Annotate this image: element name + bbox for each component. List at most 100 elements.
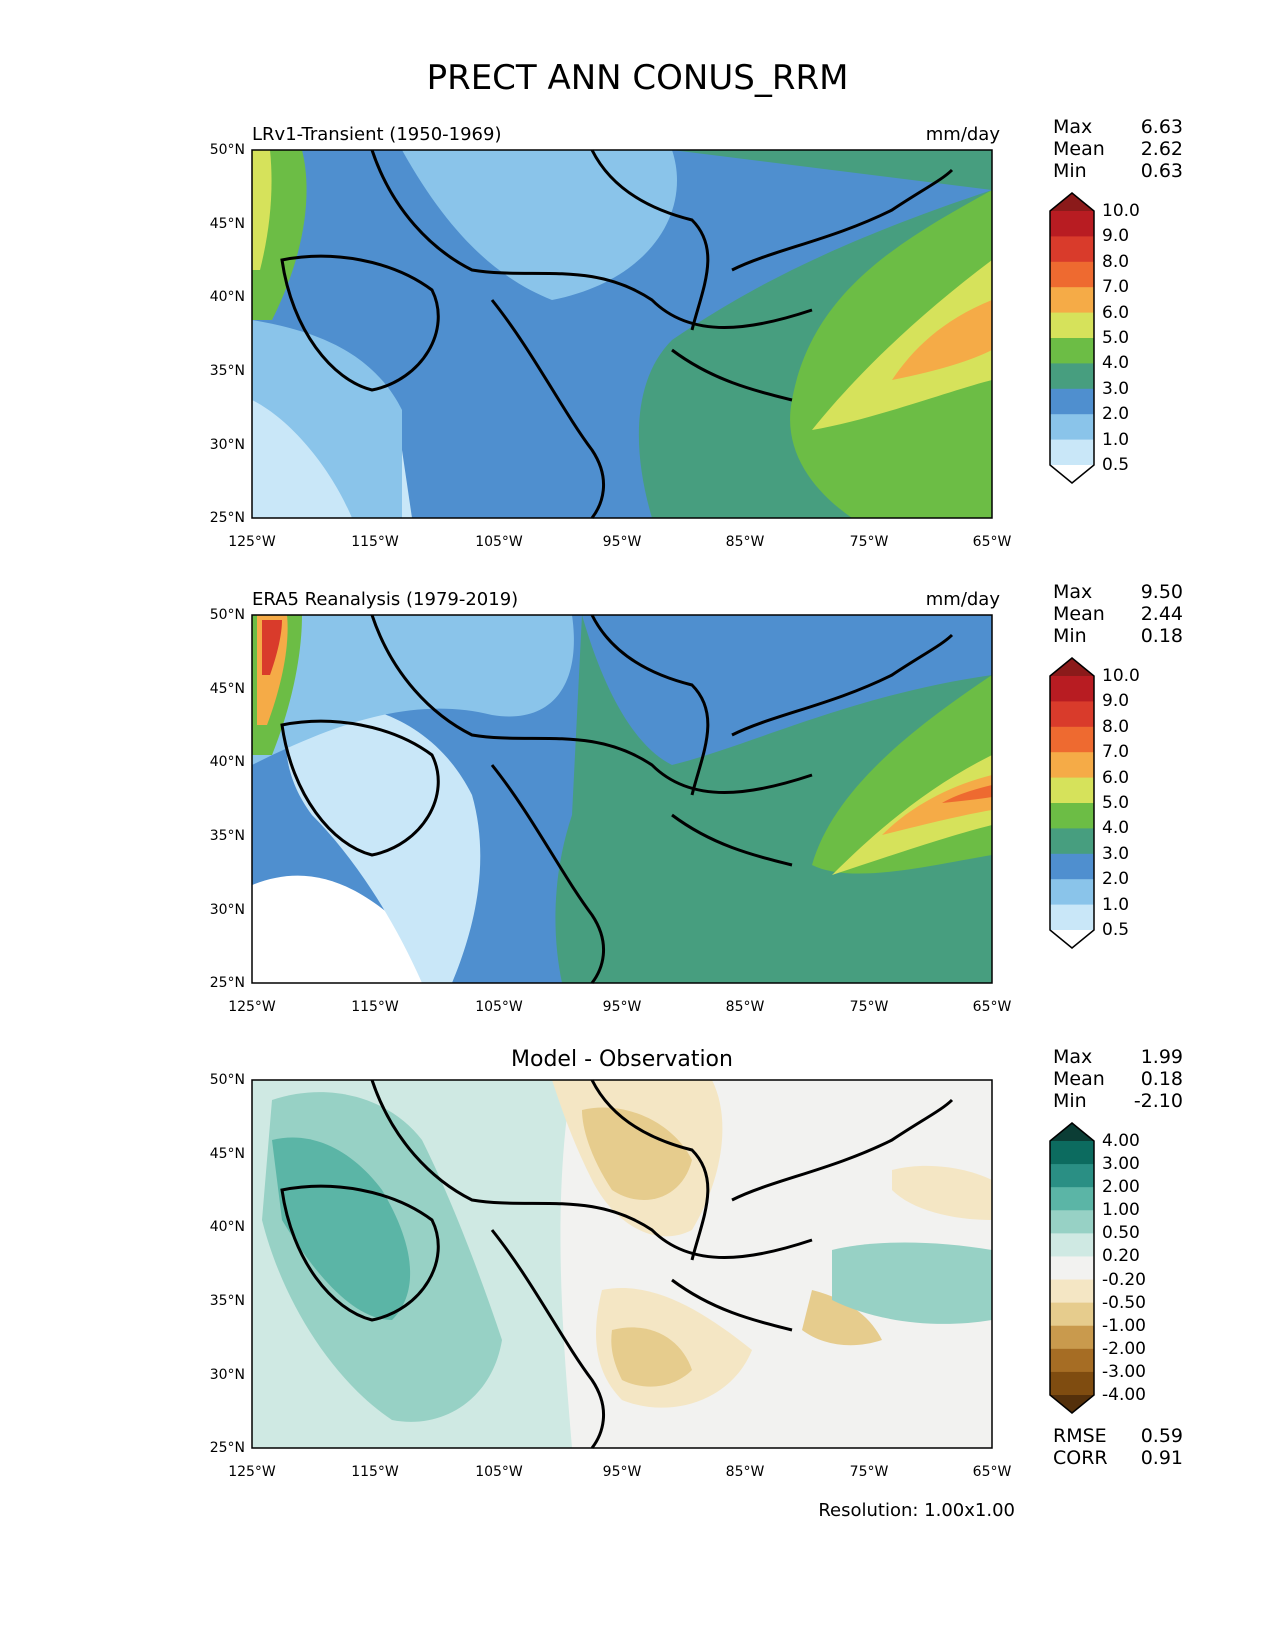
colorbar-segment bbox=[1050, 1348, 1094, 1373]
colorbar-segment bbox=[1050, 1141, 1094, 1165]
colorbar-outline bbox=[1049, 657, 1095, 949]
colorbar-segment bbox=[1050, 1123, 1094, 1141]
colorbar-segment bbox=[1050, 879, 1094, 906]
lat-tick: 50°N bbox=[209, 1072, 245, 1088]
lon-tick: 85°W bbox=[725, 534, 765, 550]
stat-max: 6.63 bbox=[1140, 116, 1183, 138]
resolution-label: Resolution: 1.00x1.00 bbox=[818, 1500, 1015, 1521]
colorbar-segment bbox=[1050, 1210, 1094, 1234]
colorbar-segment bbox=[1050, 930, 1094, 948]
precip-map bbox=[251, 614, 993, 984]
stat-max: 1.99 bbox=[1140, 1046, 1183, 1068]
colorbar-segment bbox=[1050, 853, 1094, 880]
score-label: CORR bbox=[1053, 1447, 1108, 1469]
lat-tick: 25°N bbox=[209, 975, 245, 991]
colorbar-segment bbox=[1050, 1164, 1094, 1188]
colorbar-segment bbox=[1050, 287, 1094, 314]
colorbar-segment bbox=[1050, 1302, 1094, 1327]
lon-tick: 65°W bbox=[972, 534, 1012, 550]
colorbar-tick-label: 2.00 bbox=[1102, 1177, 1140, 1198]
colorbar bbox=[1049, 1122, 1095, 1414]
lon-tick: 105°W bbox=[475, 534, 523, 550]
colorbar-tick-label: 9.0 bbox=[1102, 226, 1130, 247]
colorbar-segment bbox=[1050, 1233, 1094, 1257]
colorbar-segment bbox=[1050, 777, 1094, 804]
panel-title: Model - Observation bbox=[511, 1047, 733, 1072]
lon-tick: 85°W bbox=[725, 999, 765, 1015]
stat-label: Min bbox=[1053, 625, 1087, 647]
colorbar-tick-label: 3.0 bbox=[1102, 378, 1130, 399]
figure-title: PRECT ANN CONUS_RRM bbox=[426, 58, 849, 98]
scores-box: RMSE 0.59 CORR 0.91 bbox=[1053, 1425, 1183, 1469]
colorbar-segment bbox=[1050, 752, 1094, 779]
colorbar bbox=[1049, 657, 1095, 949]
colorbar-tick-label: 7.0 bbox=[1102, 742, 1130, 763]
colorbar-tick-label: 4.00 bbox=[1102, 1131, 1140, 1151]
lat-tick: 35°N bbox=[209, 363, 245, 379]
colorbar-tick-label: -1.00 bbox=[1102, 1315, 1146, 1336]
colorbar-segment bbox=[1050, 1187, 1094, 1211]
lon-tick: 75°W bbox=[849, 999, 889, 1015]
colorbar-tick-label: 0.5 bbox=[1102, 920, 1130, 940]
colorbar-tick-label: 4.0 bbox=[1102, 818, 1130, 839]
stat-mean: 2.62 bbox=[1140, 138, 1183, 160]
colorbar-segment bbox=[1050, 193, 1094, 211]
lat-tick: 35°N bbox=[209, 1293, 245, 1309]
colorbar-segment bbox=[1050, 676, 1094, 702]
lon-tick: 105°W bbox=[475, 999, 523, 1015]
lon-tick: 105°W bbox=[475, 1464, 523, 1480]
colorbar-segment bbox=[1050, 211, 1094, 237]
colorbar-tick-label: -3.00 bbox=[1102, 1361, 1146, 1382]
colorbar-tick-label: 1.0 bbox=[1102, 429, 1130, 450]
colorbar-segment bbox=[1050, 1395, 1094, 1413]
stat-max: 9.50 bbox=[1140, 581, 1183, 603]
colorbar-segment bbox=[1050, 414, 1094, 441]
lat-tick: 45°N bbox=[209, 216, 245, 232]
difference-map bbox=[251, 1079, 993, 1449]
stat-min: -2.10 bbox=[1133, 1090, 1183, 1112]
stat-label: Max bbox=[1053, 581, 1093, 603]
colorbar-segment bbox=[1050, 439, 1094, 466]
colorbar-segment bbox=[1050, 658, 1094, 676]
units-label: mm/day bbox=[925, 589, 1000, 610]
colorbar-segment bbox=[1050, 803, 1094, 829]
colorbar-tick-label: 6.0 bbox=[1102, 302, 1130, 323]
lon-tick: 95°W bbox=[602, 999, 642, 1015]
lon-tick: 65°W bbox=[972, 999, 1012, 1015]
lat-tick: 30°N bbox=[209, 437, 245, 453]
colorbar-tick-label: 10.0 bbox=[1102, 201, 1140, 221]
panel-observation: ERA5 Reanalysis (1979-2019) mm/day 50°N … bbox=[0, 465, 1275, 1015]
score-label: RMSE bbox=[1053, 1425, 1107, 1447]
colorbar-tick-label: 6.0 bbox=[1102, 767, 1130, 788]
colorbar-tick-label: -0.50 bbox=[1102, 1292, 1146, 1313]
lat-tick: 45°N bbox=[209, 681, 245, 697]
stats-box: Max 9.50 Mean 2.44 Min 0.18 bbox=[1053, 581, 1183, 647]
colorbar-tick-label: 7.0 bbox=[1102, 277, 1130, 298]
lon-tick: 125°W bbox=[228, 1464, 276, 1480]
colorbar-tick-label: 5.0 bbox=[1102, 793, 1130, 813]
colorbar-segment bbox=[1050, 261, 1094, 288]
stat-label: Max bbox=[1053, 1046, 1093, 1068]
colorbar-outline bbox=[1049, 192, 1095, 484]
colorbar-tick-label: 2.0 bbox=[1102, 869, 1130, 890]
colorbar-segment bbox=[1050, 465, 1094, 483]
stat-label: Max bbox=[1053, 116, 1093, 138]
colorbar-segment bbox=[1050, 1256, 1094, 1281]
stat-label: Mean bbox=[1053, 138, 1105, 160]
lon-tick: 125°W bbox=[228, 534, 276, 550]
colorbar-segment bbox=[1050, 363, 1094, 390]
precip-map bbox=[251, 149, 993, 519]
lon-tick: 115°W bbox=[351, 1464, 399, 1480]
panel-difference: Model - Observation 50°N 45°N 40°N 35°N … bbox=[0, 930, 1275, 1480]
colorbar-tick-label: 3.00 bbox=[1102, 1154, 1140, 1175]
colorbar bbox=[1049, 192, 1095, 484]
colorbar-tick-label: -2.00 bbox=[1102, 1338, 1146, 1359]
lat-tick: 30°N bbox=[209, 1367, 245, 1383]
stat-min: 0.18 bbox=[1140, 625, 1183, 647]
stats-box: Max 1.99 Mean 0.18 Min -2.10 bbox=[1053, 1046, 1183, 1112]
lat-tick: 25°N bbox=[209, 510, 245, 526]
lat-tick: 45°N bbox=[209, 1146, 245, 1162]
colorbar-tick-label: 8.0 bbox=[1102, 716, 1130, 737]
colorbar-tick-label: 4.0 bbox=[1102, 353, 1130, 374]
lon-tick: 95°W bbox=[602, 534, 642, 550]
